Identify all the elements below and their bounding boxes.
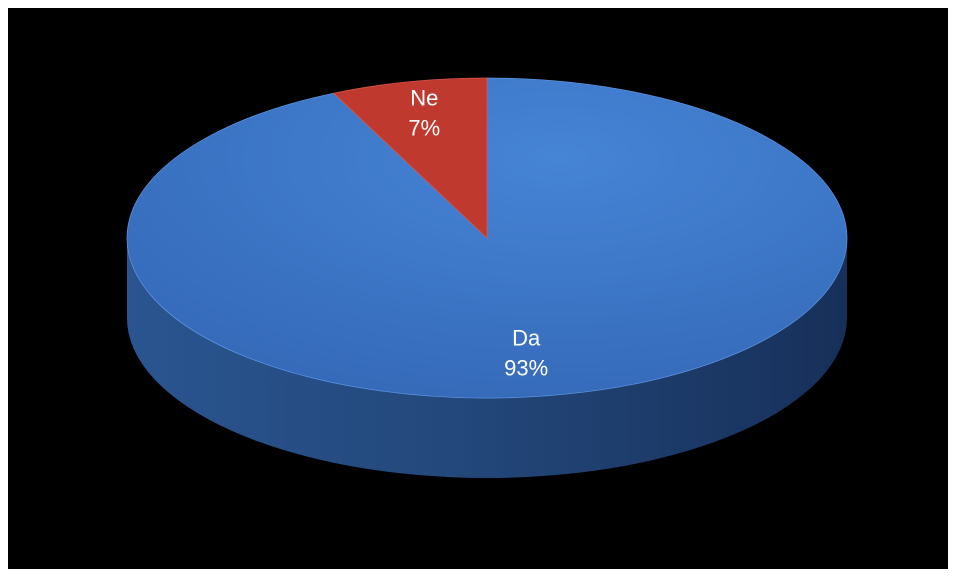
pie-chart: Da 93% Ne 7% [126,77,848,478]
chart-area: Da 93% Ne 7% [8,8,948,569]
data-label-da-name: Da [512,326,541,351]
data-label-ne-value: 7% [408,116,440,141]
data-label-ne-name: Ne [410,86,438,111]
pie-slice-ne [332,77,488,239]
pie-side-wall [127,238,847,478]
data-label-da-value: 93% [504,356,548,381]
